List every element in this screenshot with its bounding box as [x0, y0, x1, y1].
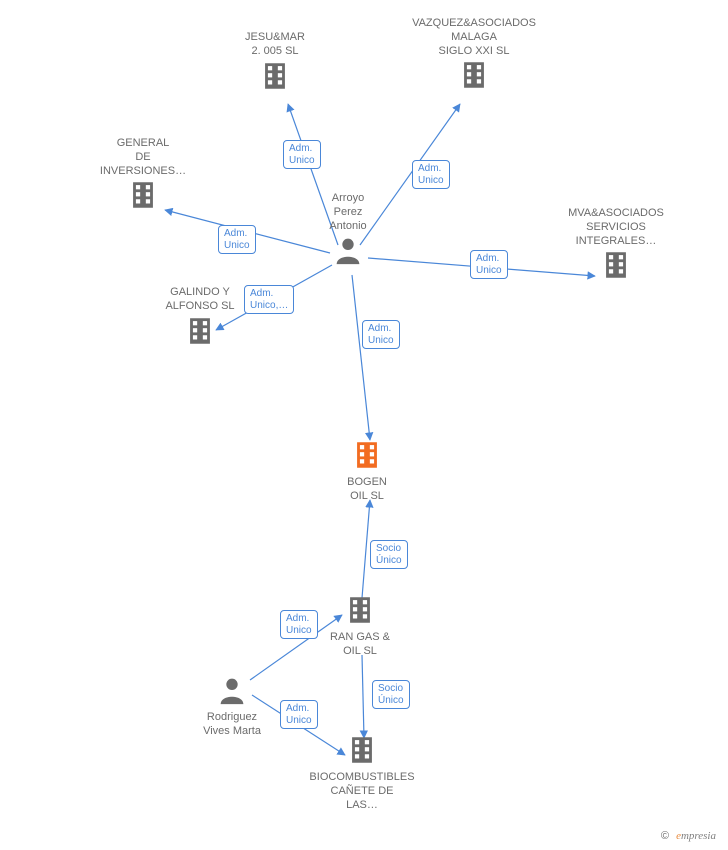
node-label: GALINDO YALFONSO SL: [130, 286, 270, 314]
node-vazquez[interactable]: VAZQUEZ&ASOCIADOSMALAGASIGLO XXI SL: [404, 17, 544, 96]
node-mva[interactable]: MVA&ASOCIADOSSERVICIOSINTEGRALES…: [546, 207, 686, 286]
brand-rest: mpresia: [681, 830, 716, 842]
node-label: GENERALDEINVERSIONES…: [73, 137, 213, 178]
diagram-canvas: Adm. Unico Adm. Unico Adm. Unico Adm. Unico…: [0, 0, 728, 850]
copyright-symbol: ©: [661, 830, 669, 842]
edge-label: Adm. Unico: [218, 225, 256, 254]
node-biocomb[interactable]: BIOCOMBUSTIBLESCAÑETE DELAS…: [292, 733, 432, 812]
edge-label: Adm. Unico: [283, 140, 321, 169]
edge-label: Adm. Unico: [412, 160, 450, 189]
node-jesumar[interactable]: JESU&MAR2. 005 SL: [205, 31, 345, 97]
node-label: BIOCOMBUSTIBLESCAÑETE DELAS…: [292, 771, 432, 812]
node-arroyo[interactable]: ArroyoPerezAntonio: [278, 192, 418, 271]
node-label: ArroyoPerezAntonio: [278, 192, 418, 233]
edge-label: Adm. Unico: [362, 320, 400, 349]
node-label: RodriguezVives Marta: [162, 711, 302, 739]
node-general[interactable]: GENERALDEINVERSIONES…: [73, 137, 213, 216]
edge-label: Socio Único: [372, 680, 410, 709]
node-label: JESU&MAR2. 005 SL: [205, 31, 345, 59]
node-label: BOGENOIL SL: [297, 476, 437, 504]
edge-label: Adm. Unico: [470, 250, 508, 279]
node-label: VAZQUEZ&ASOCIADOSMALAGASIGLO XXI SL: [404, 17, 544, 58]
node-label: RAN GAS &OIL SL: [290, 631, 430, 659]
node-label: MVA&ASOCIADOSSERVICIOSINTEGRALES…: [546, 207, 686, 248]
node-bogen[interactable]: BOGENOIL SL: [297, 438, 437, 504]
node-rangas[interactable]: RAN GAS &OIL SL: [290, 593, 430, 659]
edge-label: Socio Único: [370, 540, 408, 569]
node-galindo[interactable]: GALINDO YALFONSO SL: [130, 286, 270, 352]
node-rodriguez[interactable]: RodriguezVives Marta: [162, 673, 302, 739]
footer-attribution: © empresia: [661, 830, 716, 842]
